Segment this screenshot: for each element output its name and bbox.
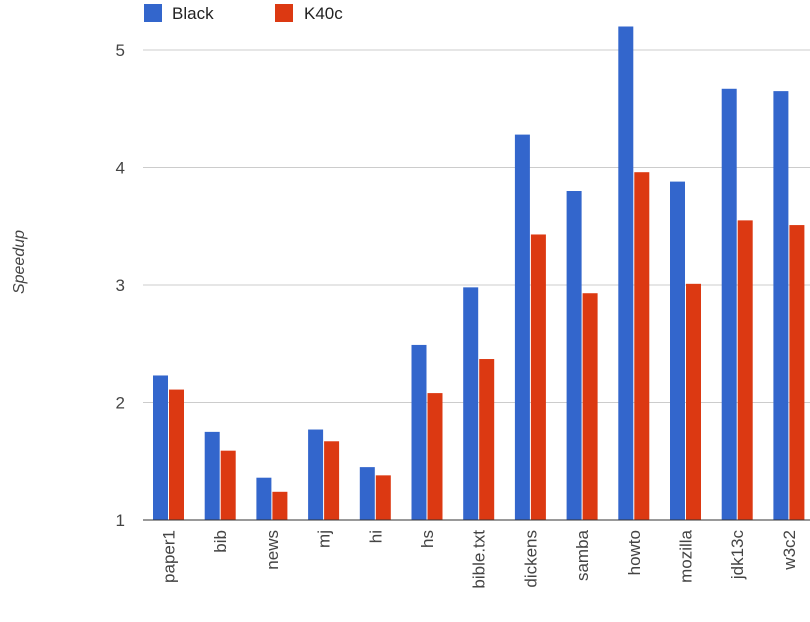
bar-k40c-w3c2 [789,225,805,520]
bar-k40c-jdk13c [737,220,753,520]
bar-k40c-paper1 [169,389,184,520]
x-tick-label: howto [625,530,644,575]
y-axis-label: Speedup [11,230,28,294]
y-tick-label: 3 [116,276,125,295]
x-tick-label: jdk13c [728,530,747,581]
x-tick-label: paper1 [160,530,179,583]
y-tick-label: 1 [116,511,125,530]
bar-k40c-dickens [530,234,546,520]
bar-k40c-hs [427,393,443,520]
bar-black-hi [359,467,375,520]
legend-label-black: Black [172,4,214,23]
x-tick-label: mj [315,530,334,548]
x-tick-label: dickens [521,530,540,588]
x-tick-label: mozilla [677,529,696,582]
bar-k40c-news [272,491,288,520]
y-tick-label: 4 [116,159,125,178]
bar-black-paper1 [153,375,168,520]
bar-k40c-howto [634,172,650,520]
bar-black-w3c2 [773,91,789,520]
bar-black-bible-txt [463,287,479,520]
x-tick-label: bible.txt [470,530,489,589]
x-axis-ticks: paper1 bib news mj hi hs bible.txt dickens samba… [160,529,799,588]
y-axis-ticks: 1 2 3 4 5 [116,41,125,530]
legend-swatch-black [144,4,162,22]
x-tick-label: hs [418,530,437,548]
bar-k40c-bib [220,450,236,520]
bar-black-mozilla [670,181,685,520]
x-tick-label: news [263,530,282,570]
bar-black-bib [204,431,220,520]
x-tick-label: bib [211,530,230,553]
bars [153,26,805,521]
y-tick-label: 2 [116,394,125,413]
bar-k40c-samba [582,293,598,520]
legend-swatch-k40c [275,4,293,22]
legend: Black K40c [144,4,343,23]
bar-k40c-hi [375,475,391,520]
bar-black-news [256,477,272,520]
bar-black-mj [308,429,324,520]
bar-black-jdk13c [721,88,737,521]
x-tick-label: samba [573,529,592,581]
bar-k40c-bible-txt [479,359,495,520]
bar-black-howto [618,26,634,520]
bar-k40c-mj [324,441,340,520]
legend-label-k40c: K40c [304,4,343,23]
bar-black-hs [411,344,427,520]
bar-black-dickens [514,134,530,520]
x-tick-label: hi [366,530,385,543]
bar-black-samba [566,191,582,520]
bar-k40c-mozilla [686,283,701,520]
x-tick-label: w3c2 [780,530,799,571]
y-tick-label: 5 [116,41,125,60]
